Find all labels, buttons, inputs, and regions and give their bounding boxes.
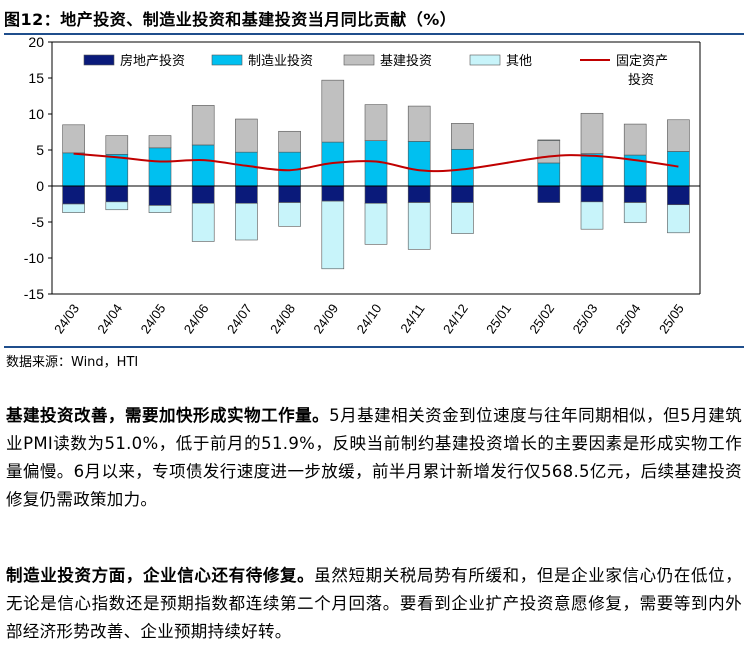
bar-segment	[191, 144, 215, 187]
bar-segment	[407, 141, 431, 187]
bar-segment	[148, 147, 172, 187]
bar-segment	[321, 79, 345, 143]
x-tick-label: 24/07	[224, 301, 255, 336]
bar-segment	[148, 205, 172, 213]
bar-segment	[278, 185, 301, 203]
bar-segment	[235, 151, 258, 187]
bar-segment	[580, 112, 604, 154]
bar-segment	[62, 124, 85, 154]
bar-segment	[580, 201, 604, 230]
x-tick-label: 24/04	[94, 301, 125, 336]
figure-source: 数据来源：Wind，HTI	[6, 355, 139, 370]
legend-label: 其他	[506, 54, 532, 69]
x-tick-label: 25/02	[526, 301, 557, 336]
bar-segment	[364, 104, 388, 141]
bar-segment	[148, 135, 172, 149]
legend-label: 投资	[628, 72, 654, 88]
paragraph-body: 5月基建相关资金到位速度与往年同期相似，但5月建筑业PMI读数为51.0%，低于…	[6, 406, 742, 509]
figure-title: 图12：地产投资、制造业投资和基建投资当月同比贡献（%）	[4, 10, 457, 29]
bar-segment	[451, 202, 474, 234]
bar-segment	[623, 123, 647, 156]
bar-segment	[667, 119, 690, 152]
paragraph-body: 虽然短期关税局势有所缓和，但是企业家信心仍在低位，无论是信心指数还是预期指数都连…	[6, 566, 743, 641]
bar-segment	[537, 139, 561, 141]
title-rule	[4, 33, 744, 35]
bar-segment	[105, 154, 129, 187]
bar-segment	[407, 105, 431, 142]
y-tick-label: -15	[24, 286, 44, 302]
bar-segment	[235, 202, 258, 241]
y-tick-label: 0	[36, 178, 44, 194]
bar-segment	[321, 200, 345, 270]
legend-swatch	[343, 54, 375, 66]
bar-segment	[62, 152, 85, 187]
bar-segment	[364, 185, 388, 204]
series-line-fixed-asset-investment	[73, 152, 679, 173]
bar-segment	[537, 162, 561, 187]
paragraph-lead: 基建投资改善，需要加快形成实物工作量。	[6, 406, 330, 425]
bar-segment	[407, 185, 431, 203]
paragraph-manufacturing: 制造业投资方面，企业信心还有待修复。虽然短期关税局势有所缓和，但是企业家信心仍在…	[6, 562, 742, 646]
bar-segment	[537, 185, 561, 203]
x-tick-label: 24/03	[51, 301, 82, 336]
legend-label: 房地产投资	[120, 53, 185, 69]
y-tick-label: 5	[36, 142, 44, 158]
bar-segment	[407, 202, 431, 250]
bar-segment	[105, 135, 129, 155]
bar-segment	[667, 185, 690, 206]
x-tick-label: 25/03	[570, 301, 601, 336]
bar-segment	[148, 185, 172, 206]
bar-segment	[667, 204, 690, 234]
legend-swatch	[469, 54, 501, 66]
x-tick-label: 25/01	[483, 301, 514, 336]
bar-segment	[321, 185, 345, 202]
bar-segment	[191, 202, 215, 242]
legend-label: 制造业投资	[248, 53, 313, 69]
bar-segment	[278, 202, 301, 227]
x-tick-label: 25/05	[656, 301, 687, 336]
bar-segment	[667, 151, 690, 187]
paragraph-lead: 制造业投资方面，企业信心还有待修复。	[6, 566, 315, 585]
x-tick-label: 24/11	[397, 301, 427, 335]
bar-segment	[580, 185, 604, 203]
bar-segment	[623, 185, 647, 203]
x-tick-label: 24/06	[181, 301, 212, 336]
legend-label: 固定资产	[616, 54, 668, 69]
paragraph-infrastructure: 基建投资改善，需要加快形成实物工作量。5月基建相关资金到位速度与往年同期相似，但…	[6, 402, 742, 514]
x-tick-label: 24/12	[440, 301, 471, 336]
x-tick-label: 24/05	[138, 301, 169, 336]
bar-segment	[235, 118, 258, 153]
legend-swatch	[83, 54, 115, 66]
bar-segment	[62, 185, 85, 205]
bar-segment	[451, 185, 474, 203]
bar-segment	[364, 202, 388, 245]
bar-segment	[105, 201, 129, 211]
bar-segment	[537, 140, 561, 164]
x-tick-label: 24/09	[310, 301, 341, 336]
legend-swatch	[211, 54, 243, 66]
bar-segment	[235, 185, 258, 204]
bar-segment	[191, 185, 215, 204]
x-tick-label: 25/04	[613, 301, 644, 336]
bar-segment	[191, 105, 215, 146]
bar-segment	[278, 130, 301, 153]
bar-segment	[62, 203, 85, 213]
bar-segment	[623, 202, 647, 224]
y-tick-label: 10	[28, 106, 44, 122]
source-rule	[4, 346, 744, 348]
y-tick-label: 20	[28, 36, 44, 50]
y-tick-label: -10	[24, 250, 44, 266]
bar-segment	[105, 185, 129, 203]
y-tick-label: -5	[32, 214, 45, 230]
bar-segment	[580, 153, 604, 187]
x-tick-label: 24/10	[354, 301, 385, 336]
x-tick-label: 24/08	[267, 301, 298, 336]
legend-label: 基建投资	[380, 53, 432, 69]
stacked-bar-chart: -15 -10 -5 0 5 10 15 20 24/03 24/04 24/05 24/06 24/0…	[24, 36, 701, 336]
bar-segment	[451, 123, 474, 150]
y-tick-label: 15	[28, 70, 44, 86]
